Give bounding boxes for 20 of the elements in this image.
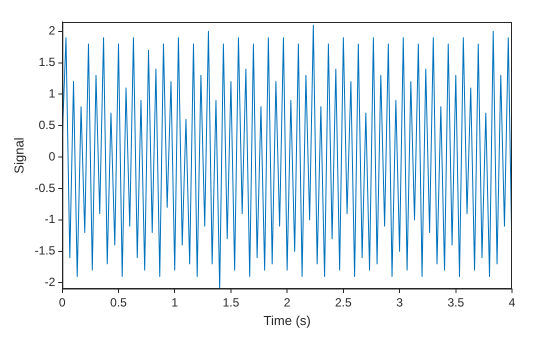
y-tick-label: -1 <box>44 212 56 226</box>
y-tick-label: 1 <box>48 86 56 101</box>
x-tick-label: 0 <box>58 296 66 310</box>
y-tick-label: 1.5 <box>38 55 56 70</box>
x-tick-label: 3.5 <box>447 296 464 310</box>
y-tick-label: 0.5 <box>38 118 56 132</box>
x-tick-label: 0.5 <box>110 296 128 310</box>
x-tick-label: 3 <box>396 296 404 310</box>
x-tick-label: 1 <box>171 296 178 310</box>
x-tick-label: 2 <box>284 296 291 310</box>
x-tick-label: 1.5 <box>222 296 240 310</box>
y-tick-label: 0 <box>48 149 56 164</box>
y-tick-label: -1.5 <box>34 244 56 258</box>
x-axis-title: Time (s) <box>264 312 311 328</box>
y-tick-label: -2 <box>44 275 56 290</box>
y-axis-title: Signal <box>11 137 26 174</box>
x-tick-label: 4 <box>508 296 516 310</box>
x-tick-label: 2.5 <box>335 296 352 310</box>
y-tick-label: 2 <box>48 24 56 38</box>
y-tick-label: -0.5 <box>34 180 56 195</box>
